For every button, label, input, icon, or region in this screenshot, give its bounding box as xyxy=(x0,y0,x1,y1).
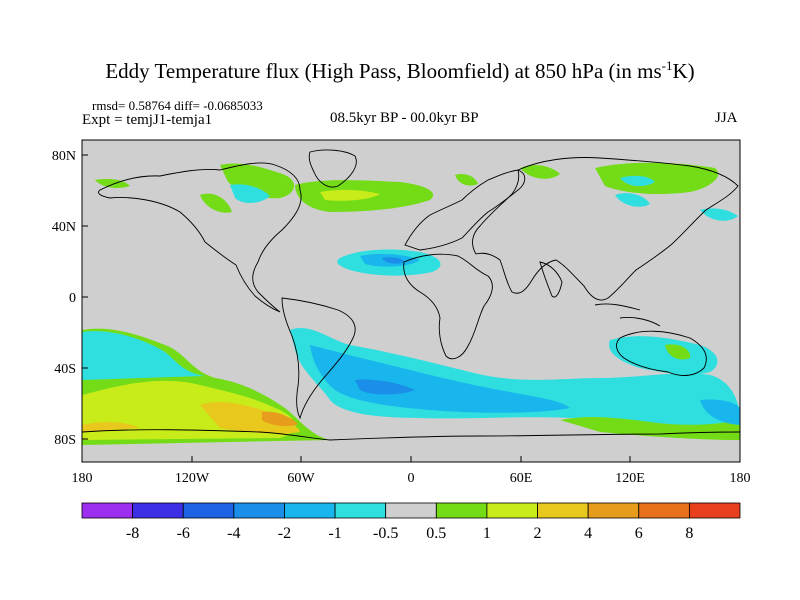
coast-antarctica xyxy=(82,429,740,441)
colorbar-box xyxy=(688,502,741,519)
y-tick-label: 80N xyxy=(52,149,76,164)
y-tick-label: 0 xyxy=(69,291,76,306)
colorbar-label: 0.5 xyxy=(426,525,446,542)
x-tick-label: 180 xyxy=(730,471,751,486)
field-canada-cyan xyxy=(230,184,270,204)
field-south-atlantic-blue xyxy=(310,345,570,413)
colorbar-label: -0.5 xyxy=(373,525,398,542)
field-australia-cyan xyxy=(609,336,718,375)
colorbar-label: -8 xyxy=(126,525,139,542)
anomaly-field xyxy=(82,162,740,445)
field-south-indian-green xyxy=(560,416,740,440)
y-tick-label: 40S xyxy=(54,362,76,377)
map-ticks xyxy=(81,154,741,462)
field-australia-green xyxy=(665,344,691,360)
y-tick-label: 40N xyxy=(52,220,76,235)
field-south-pacific-orange-dark xyxy=(262,411,298,427)
coast-asia xyxy=(472,157,739,301)
colorbar-label: 2 xyxy=(534,525,542,542)
field-north-atlantic-yellow xyxy=(320,189,380,201)
colorbar-box xyxy=(182,502,235,519)
colorbar-box xyxy=(334,502,387,519)
colorbar-box xyxy=(284,502,336,519)
x-tick-label: 0 xyxy=(408,471,415,486)
field-canada-green xyxy=(220,163,295,199)
colorbar-box xyxy=(537,502,589,519)
colorbar-box xyxy=(132,502,184,519)
colorbar-label: 4 xyxy=(584,525,592,542)
field-south-atlantic-deepblue xyxy=(355,379,415,395)
field-south-pacific-cyan xyxy=(82,331,205,380)
coast-india xyxy=(539,261,563,298)
field-siberia-cyan xyxy=(620,175,655,187)
colorbar-label: 6 xyxy=(635,525,643,542)
field-north-atlantic-deepblue xyxy=(382,257,405,264)
field-south-pacific-orange xyxy=(200,402,300,434)
colorbar-label: -2 xyxy=(278,525,291,542)
x-tick-label: 60W xyxy=(287,471,315,486)
x-tick-label: 120W xyxy=(175,471,210,486)
colorbar-box xyxy=(486,502,538,519)
colorbar-label: -4 xyxy=(227,525,240,542)
experiment-label: Expt = temjJ1-temja1 xyxy=(82,112,213,128)
field-east-southern-ocean-cyan xyxy=(700,399,740,425)
colorbar-box xyxy=(385,502,437,519)
field-scandinavia-green xyxy=(455,174,478,186)
colorbar xyxy=(81,502,741,519)
field-north-pacific-cyan xyxy=(700,208,738,221)
coast-australia xyxy=(616,330,707,376)
coastlines xyxy=(82,149,740,441)
coast-indonesia xyxy=(594,303,661,327)
field-europe-green xyxy=(520,165,560,179)
field-east-asia-cyan xyxy=(615,193,650,207)
colorbar-labels: -8 -6 -4 -2 -1 -0.5 0.5 1 2 4 6 8 xyxy=(126,525,693,542)
field-siberia-green xyxy=(595,162,719,194)
y-tick-label: 80S xyxy=(54,433,76,448)
x-tick-label: 120E xyxy=(615,471,645,486)
colorbar-box xyxy=(81,502,134,519)
season-label: JJA xyxy=(715,110,738,126)
stats-label: rmsd= 0.58764 diff= -0.0685033 xyxy=(92,98,263,113)
colorbar-box xyxy=(638,502,690,519)
coast-north-america xyxy=(98,162,302,313)
colorbar-box xyxy=(233,502,285,519)
colorbar-label: -1 xyxy=(328,525,341,542)
x-tick-label: 60E xyxy=(510,471,533,486)
plot-title: Eddy Temperature flux (High Pass, Bloomf… xyxy=(105,58,695,83)
period-label: 08.5kyr BP - 00.0kyr BP xyxy=(330,110,479,126)
colorbar-label: 1 xyxy=(483,525,491,542)
x-tick-label: 180 xyxy=(72,471,93,486)
field-north-east-canada-green xyxy=(200,193,232,213)
colorbar-box xyxy=(587,502,640,519)
field-west-pacific-orange xyxy=(82,422,140,432)
coast-africa xyxy=(403,253,493,360)
coast-greenland xyxy=(308,149,357,188)
colorbar-box xyxy=(435,502,488,519)
colorbar-label: -6 xyxy=(177,525,190,542)
colorbar-label: 8 xyxy=(685,525,693,542)
coast-south-america xyxy=(281,297,356,420)
